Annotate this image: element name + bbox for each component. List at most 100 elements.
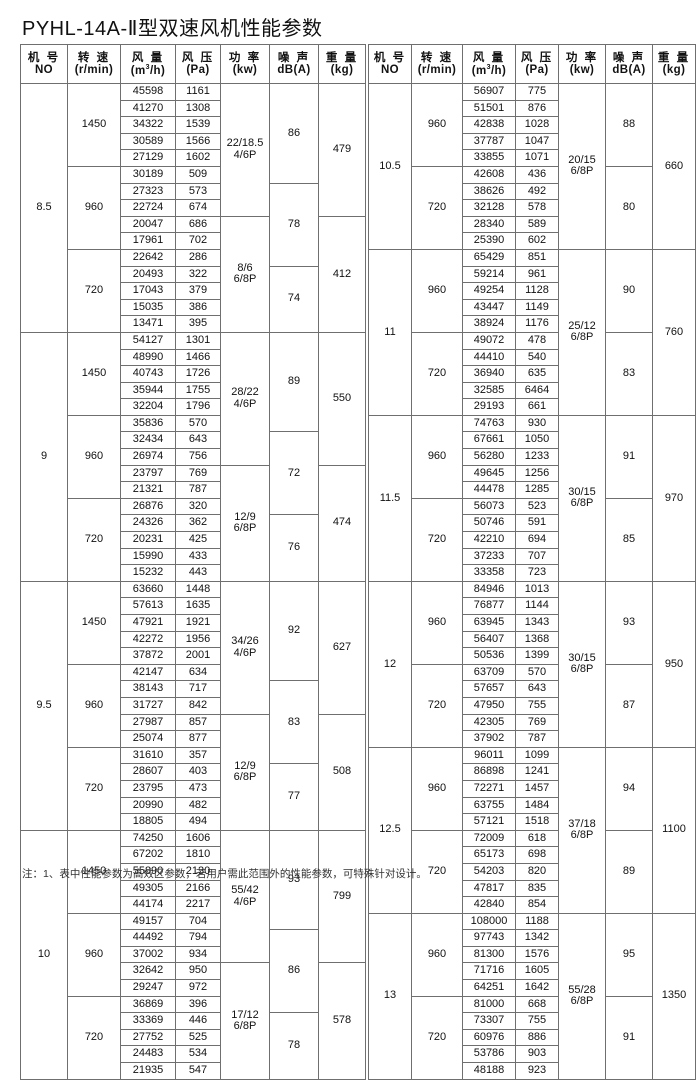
cell-flow: 27129: [120, 149, 176, 167]
cell-speed: 960: [411, 414, 463, 499]
cell-press: 857: [175, 713, 221, 732]
cell-press: 930: [515, 414, 559, 433]
cell-noise: 93: [605, 580, 653, 665]
cell-press: 1149: [515, 298, 559, 317]
cell-flow: 17961: [120, 232, 176, 250]
table-row: 54203 820: [369, 862, 696, 881]
table-row: 59214 961: [369, 265, 696, 284]
cell-flow: 20047: [120, 215, 176, 234]
column-header-speed: 转 速 (r/min): [411, 44, 463, 84]
cell-weight: 950: [652, 580, 696, 748]
cell-press: 473: [175, 779, 221, 798]
cell-flow: 32585: [462, 381, 516, 400]
column-header-line1: 噪 声: [277, 51, 311, 64]
column-header-line2: NO: [380, 64, 400, 76]
cell-noise: 88: [605, 83, 653, 167]
table-row: 17961 702: [21, 232, 366, 250]
performance-table-right: 机 号 NO 转 速 (r/min) 风 量 (m3/h) 风 压 (Pa) 功 率 (kw) 噪 …: [368, 44, 696, 1080]
cell-speed: 1450: [67, 83, 121, 167]
cell-speed: 720: [67, 746, 121, 831]
table-row: 720 26876 320: [21, 497, 366, 582]
cell-flow: 35836: [120, 414, 176, 433]
cell-flow: 27752: [120, 1028, 176, 1047]
column-header-weight: 重 量 (kg): [652, 44, 696, 84]
cell-flow: 42147: [120, 663, 176, 682]
cell-speed: 1450: [67, 331, 121, 416]
cell-press: 961: [515, 265, 559, 284]
cell-press: 1047: [515, 132, 559, 151]
cell-flow: 65173: [462, 846, 516, 864]
cell-noise: 80: [605, 165, 653, 250]
table-row: 8.5 1450 45598 1161 22/18.5 4/6P 86 479: [20, 83, 366, 333]
table-row: 24326 362 76: [21, 514, 366, 582]
cell-press: 1576: [515, 945, 559, 964]
cell-model: 12: [368, 580, 412, 748]
cell-flow: 53786: [462, 1045, 516, 1064]
cell-press: 842: [175, 696, 221, 715]
cell-flow: 29193: [462, 398, 516, 416]
table-row: 76877 1144: [369, 597, 696, 615]
cell-noise: 83: [605, 331, 653, 416]
cell-press: 661: [515, 398, 559, 416]
column-header-line2: (m3/h): [471, 63, 507, 77]
cell-press: 755: [515, 1012, 559, 1030]
cell-flow: 28340: [462, 215, 516, 234]
cell-flow: 26974: [120, 448, 176, 466]
cell-flow: 15232: [120, 564, 176, 582]
cell-weight: 474: [318, 464, 366, 582]
cell-flow: 32204: [120, 398, 176, 416]
column-header-line1: 机 号: [373, 51, 407, 64]
cell-weight: 1350: [652, 912, 696, 1080]
cell-flow: 72271: [462, 779, 516, 798]
cell-power: 34/26 4/6P: [220, 580, 270, 715]
cell-flow: 57121: [462, 813, 516, 831]
cell-weight: 760: [652, 248, 696, 416]
cell-press: 923: [515, 1062, 559, 1080]
cell-noise: 89: [605, 829, 653, 914]
cell-press: 547: [175, 1062, 221, 1080]
table-row: 22724 674: [21, 199, 366, 217]
table-row: 15035 386: [21, 298, 366, 317]
cell-press: 1256: [515, 464, 559, 483]
cell-press: 1605: [515, 962, 559, 981]
table-row: 47921 1921: [21, 614, 366, 632]
cell-flow: 67661: [462, 431, 516, 450]
cell-noise: 78: [269, 1012, 319, 1080]
cell-press: 618: [515, 829, 559, 848]
cell-flow: 32642: [120, 962, 176, 981]
table-row: 15990 433: [21, 547, 366, 566]
cell-press: 1484: [515, 796, 559, 815]
cell-weight: 970: [652, 414, 696, 582]
column-header-line2: dB(A): [277, 64, 311, 76]
table-row: 20047 686 8/6 6/8P 412: [21, 215, 366, 333]
cell-flow: 38143: [120, 680, 176, 698]
cell-flow: 23797: [120, 464, 176, 483]
cell-press: 1755: [175, 381, 221, 400]
table-row: 21321 787: [21, 481, 366, 499]
column-header-weight: 重 量 (kg): [318, 44, 366, 84]
cell-press: 589: [515, 215, 559, 234]
cell-flow: 74250: [120, 829, 176, 848]
cell-noise: 87: [605, 663, 653, 748]
cell-speed: 960: [67, 663, 121, 748]
cell-noise: 94: [605, 746, 653, 831]
cell-flow: 22724: [120, 199, 176, 217]
cell-press: 903: [515, 1045, 559, 1064]
column-header-line2: dB(A): [612, 64, 646, 76]
cell-press: 1028: [515, 116, 559, 134]
table-row: 37787 1047: [369, 132, 696, 151]
cell-press: 1726: [175, 365, 221, 383]
cell-speed: 720: [67, 995, 121, 1080]
table-row: 38924 1176: [369, 315, 696, 333]
table-row: 9 1450 54127 1301 28/22 4/6P 89 550: [20, 331, 366, 582]
cell-weight: 660: [652, 83, 696, 250]
cell-speed: 720: [67, 497, 121, 582]
cell-model: 11: [368, 248, 412, 416]
cell-press: 835: [515, 879, 559, 898]
cell-flow: 63755: [462, 796, 516, 815]
cell-flow: 65429: [462, 248, 516, 267]
column-header-line2: (m3/h): [130, 63, 166, 77]
cell-flow: 44410: [462, 348, 516, 367]
cell-speed: 720: [411, 995, 463, 1080]
cell-speed: 960: [411, 248, 463, 333]
